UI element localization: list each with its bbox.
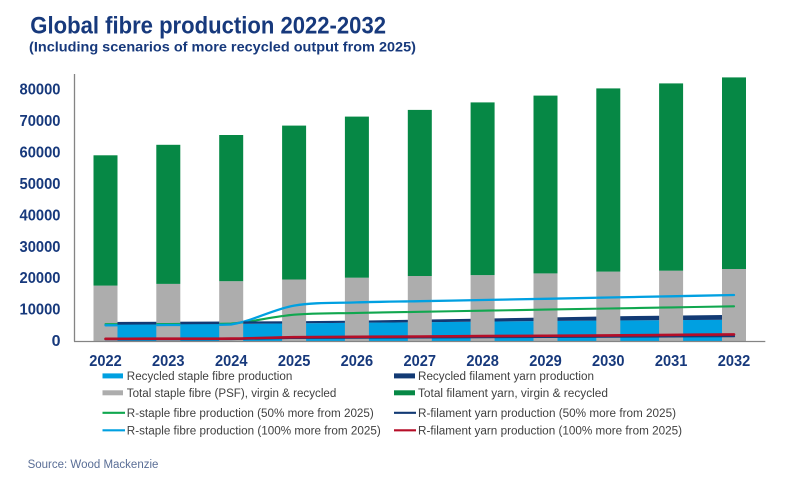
svg-text:2027: 2027 xyxy=(404,353,437,370)
svg-text:2026: 2026 xyxy=(341,353,374,370)
svg-text:2030: 2030 xyxy=(592,353,625,370)
svg-text:40000: 40000 xyxy=(20,207,61,224)
svg-text:Recycled staple fibre producti: Recycled staple fibre production xyxy=(127,371,292,383)
svg-text:R-filament yarn production (50: R-filament yarn production (50% more fro… xyxy=(418,408,676,420)
svg-text:2022: 2022 xyxy=(89,353,122,370)
svg-text:R-staple fibre production (100: R-staple fibre production (100% more fro… xyxy=(127,426,381,438)
svg-text:10000: 10000 xyxy=(20,302,61,319)
svg-text:2029: 2029 xyxy=(529,353,562,370)
svg-text:30000: 30000 xyxy=(20,239,61,256)
svg-text:(Including scenarios of more r: (Including scenarios of more recycled ou… xyxy=(29,40,416,55)
svg-text:60000: 60000 xyxy=(20,145,61,162)
svg-text:0: 0 xyxy=(52,333,61,350)
svg-text:Recycled filament yarn product: Recycled filament yarn production xyxy=(418,371,594,383)
svg-text:R-staple fibre production (50%: R-staple fibre production (50% more from… xyxy=(127,408,374,420)
svg-text:Source: Wood Mackenzie: Source: Wood Mackenzie xyxy=(28,459,159,471)
svg-text:2023: 2023 xyxy=(152,353,185,370)
svg-text:Global fibre production 2022-2: Global fibre production 2022-2032 xyxy=(30,13,386,40)
svg-text:50000: 50000 xyxy=(20,176,61,193)
svg-text:70000: 70000 xyxy=(20,113,61,130)
svg-text:Total filament yarn, virgin &: Total filament yarn, virgin & recycled xyxy=(418,388,608,400)
svg-text:2031: 2031 xyxy=(655,353,688,370)
svg-text:2024: 2024 xyxy=(215,353,248,370)
svg-text:R-filament yarn production (10: R-filament yarn production (100% more fr… xyxy=(418,426,682,438)
svg-text:Total staple fibre (PSF), virg: Total staple fibre (PSF), virgin & recyc… xyxy=(127,388,336,400)
svg-text:2032: 2032 xyxy=(718,353,751,370)
svg-text:2025: 2025 xyxy=(278,353,311,370)
svg-text:2028: 2028 xyxy=(466,353,499,370)
svg-text:80000: 80000 xyxy=(20,82,61,99)
svg-text:20000: 20000 xyxy=(20,270,61,287)
